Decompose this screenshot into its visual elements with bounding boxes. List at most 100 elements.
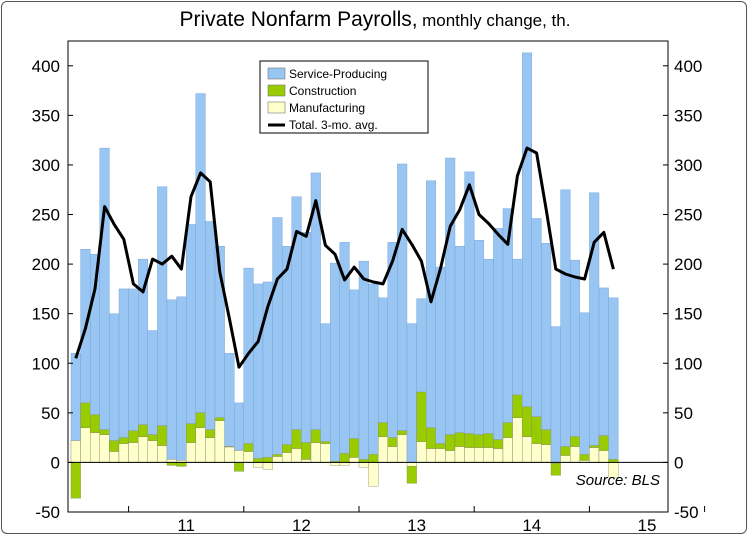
manufacturing-bar	[147, 440, 158, 463]
service-producing-bar	[99, 147, 110, 463]
construction-bar	[445, 434, 456, 451]
manufacturing-bar	[70, 440, 81, 463]
service-producing-bar	[349, 289, 360, 463]
manufacturing-bar	[531, 443, 542, 463]
service-producing-bar	[224, 353, 235, 463]
x-tick-label: 13	[407, 516, 426, 535]
manufacturing-bar	[368, 462, 379, 487]
y-tick-label-left: 400	[32, 57, 60, 76]
construction-bar	[253, 458, 264, 463]
service-producing-bar	[406, 323, 417, 463]
legend-label: Service-Producing	[289, 67, 387, 81]
construction-bar	[147, 434, 158, 441]
service-producing-bar	[435, 266, 446, 463]
manufacturing-bar	[195, 427, 206, 463]
manufacturing-bar	[493, 448, 504, 463]
construction-bar	[291, 429, 302, 449]
service-producing-bar	[474, 240, 485, 463]
construction-bar	[301, 442, 312, 460]
service-producing-bar	[464, 171, 475, 463]
construction-bar	[589, 445, 600, 448]
y-tick-label-left: 350	[32, 106, 60, 125]
legend-label: Total. 3-mo. avg.	[289, 118, 378, 132]
service-producing-bar	[109, 313, 120, 463]
construction-bar	[339, 453, 350, 463]
manufacturing-bar	[262, 462, 273, 470]
y-tick-label-right: 400	[674, 57, 702, 76]
manufacturing-bar	[272, 456, 283, 463]
construction-bar	[224, 446, 235, 448]
y-tick-label-right: -50	[674, 503, 699, 522]
service-producing-bar	[589, 192, 600, 463]
manufacturing-bar	[282, 452, 293, 463]
manufacturing-bar	[214, 420, 225, 463]
construction-bar	[426, 427, 437, 449]
service-producing-bar	[570, 259, 581, 463]
construction-bar	[70, 462, 81, 499]
manufacturing-bar	[349, 457, 360, 463]
service-producing-bar	[166, 299, 177, 463]
service-producing-bar	[550, 326, 561, 463]
service-producing-bar	[608, 297, 619, 463]
construction-bar	[282, 444, 293, 453]
legend-swatch	[267, 101, 286, 114]
manufacturing-bar	[253, 462, 264, 468]
y-tick-label-left: 100	[32, 354, 60, 373]
manufacturing-bar	[560, 455, 571, 463]
construction-bar	[205, 429, 216, 438]
construction-bar	[128, 430, 139, 443]
legend-label: Manufacturing	[289, 101, 365, 115]
manufacturing-bar	[474, 447, 485, 463]
title-main: Private Nonfarm Payrolls,	[179, 8, 418, 31]
service-producing-bar	[560, 189, 571, 463]
bars-layer	[70, 52, 619, 499]
y-tick-label-left: 150	[32, 305, 60, 324]
axes-layer: -50 -50 0 0 50 50 100 100 150 150 200 200 250 250 300 3…	[32, 57, 706, 535]
chart-title: Private Nonfarm Payrolls, monthly change…	[0, 8, 750, 32]
manufacturing-bar	[137, 436, 148, 463]
legend-swatch	[267, 84, 286, 97]
construction-bar	[176, 462, 187, 467]
service-producing-bar	[282, 246, 293, 463]
manufacturing-bar	[570, 446, 581, 463]
manufacturing-bar	[99, 434, 110, 463]
service-producing-bar	[176, 296, 187, 463]
construction-bar	[89, 414, 100, 433]
y-tick-label-right: 350	[674, 106, 702, 125]
manufacturing-bar	[118, 443, 129, 463]
manufacturing-bar	[89, 432, 100, 463]
manufacturing-bar	[589, 447, 600, 463]
construction-bar	[320, 441, 331, 444]
construction-bar	[397, 430, 408, 435]
construction-bar	[502, 422, 513, 438]
construction-bar	[80, 402, 91, 428]
y-tick-label-left: 200	[32, 255, 60, 274]
manufacturing-bar	[185, 442, 196, 463]
y-tick-label-left: 250	[32, 206, 60, 225]
service-producing-bar	[330, 262, 341, 463]
construction-bar	[560, 446, 571, 456]
service-producing-bar	[387, 242, 398, 463]
manufacturing-bar	[541, 444, 552, 463]
construction-bar	[157, 425, 168, 446]
construction-bar	[118, 437, 129, 444]
manufacturing-bar	[445, 450, 456, 463]
service-producing-bar	[522, 52, 533, 463]
manufacturing-bar	[598, 450, 609, 463]
construction-bar	[474, 434, 485, 448]
x-tick-label: 14	[522, 516, 541, 535]
manufacturing-bar	[205, 437, 216, 463]
construction-bar	[550, 463, 561, 476]
manufacturing-bar	[80, 427, 91, 463]
manufacturing-bar	[378, 436, 389, 463]
y-tick-label-right: 150	[674, 305, 702, 324]
y-tick-label-left: 50	[41, 404, 60, 423]
y-tick-label-right: 300	[674, 156, 702, 175]
manufacturing-bar	[291, 448, 302, 463]
construction-bar	[243, 443, 254, 452]
manufacturing-bar	[454, 446, 465, 463]
x-tick-label: 12	[292, 516, 311, 535]
manufacturing-bar	[406, 462, 417, 467]
x-tick-label: 15	[638, 516, 657, 535]
